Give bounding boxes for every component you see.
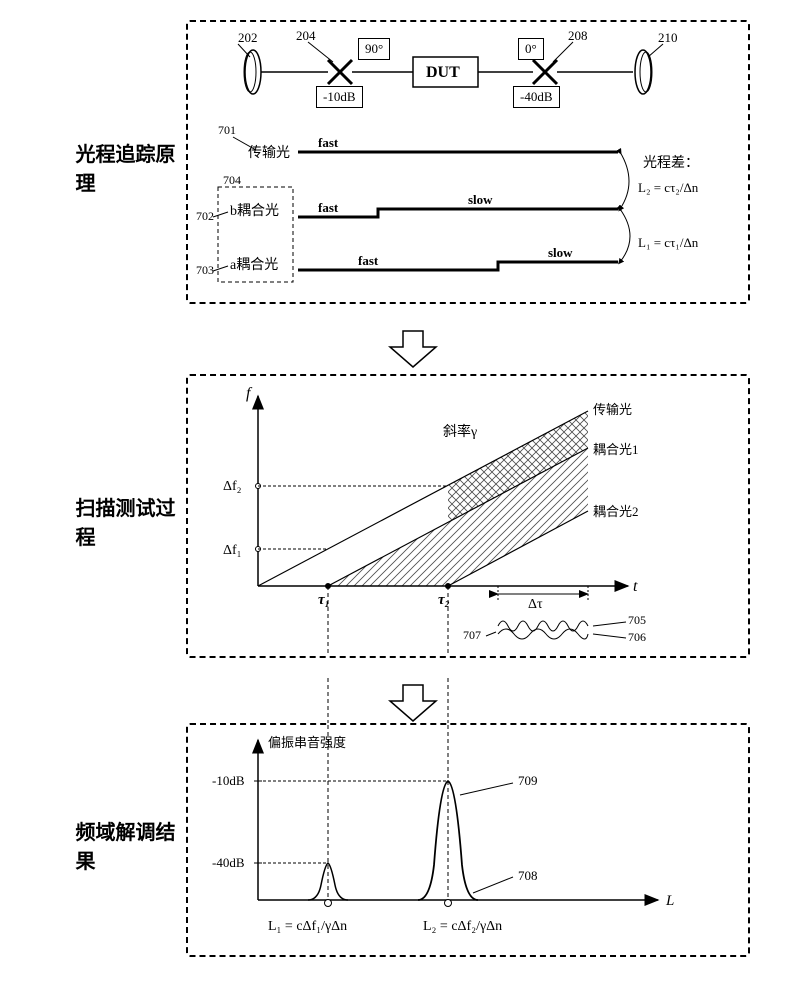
beat-inset [498,621,588,639]
angle-0-box: 0° [518,38,553,60]
inter-panel-gap [78,678,748,723]
p3-xlabel: L [665,893,674,909]
db-m40-box: -40dB [513,86,568,108]
ref-210: 210 [658,30,678,45]
dut-label: DUT [426,64,460,81]
db-m10: -10dB [316,86,363,108]
panel3: 偏振串音强度 L -10dB -40dB 709 708 [186,723,750,957]
ref-708: 708 [518,868,538,883]
panel3-svg: 偏振串音强度 L -10dB -40dB 709 708 [188,725,748,955]
panel2-svg: f t 传输光 耦合光1 耦合光2 斜率γ τ₁ [188,376,748,656]
dtau-label: Δτ [528,597,543,612]
p3-ylabel: 偏振串音强度 [268,735,346,750]
ref-704: 704 [223,173,241,187]
ref-703-line [213,266,228,271]
panel1-svg: 202 204 90° -10dB [188,22,748,302]
row2-line [298,209,618,217]
section1-label: 光程追踪原理 [76,20,186,314]
db-m10-box: -10dB [316,86,371,108]
ref-208-line [553,42,573,62]
ref-202: 202 [238,30,258,45]
angle-90-box: 90° [358,38,398,60]
df1-label: Δf₁ [223,543,242,558]
row2-label: b耦合光 [230,203,279,219]
coupler-208 [533,60,557,84]
row2-slow: slow [468,192,493,207]
angle-0: 0° [518,38,544,60]
lens-left [244,50,261,94]
ref-210-line [648,44,663,57]
ref-208: 208 [568,28,588,43]
p3-ytick-m40: -40dB [212,855,245,870]
ref-705-line [593,622,626,626]
row3-slow: slow [548,245,573,260]
opd-eq2: L₁ = cτ₁/Δn [638,235,699,250]
coupler-204 [328,60,352,84]
eq-L2: L₂ = cΔf₂/γΔn [423,919,502,934]
opd-curve-l2 [620,152,629,209]
panel1-row: 光程追踪原理 202 204 [76,20,750,314]
label-transmit: 传输光 [593,402,632,417]
section3-label: 频域解调结果 [76,723,186,967]
section2-label: 扫描测试过程 [76,374,186,668]
panel2: f t 传输光 耦合光1 耦合光2 斜率γ τ₁ [186,374,750,658]
y-axis-label: f [246,385,253,402]
row2-fast: fast [318,200,339,215]
row3-fast: fast [358,253,379,268]
eq-L1: L₁ = cΔf₁/γΔn [268,919,347,934]
panel3-row: 频域解调结果 偏振串音强度 L -10dB [76,723,750,967]
ref-701: 701 [218,123,236,137]
peak-large-base [444,900,451,907]
lens-right [635,50,652,94]
label-couple1: 耦合光1 [593,442,639,457]
ref-202-line [238,44,250,57]
opd-title: 光程差： [643,155,699,171]
ref-204: 204 [296,28,316,43]
arrow-down-1 [388,329,438,369]
ref-702-line [213,212,228,217]
row3-label: a耦合光 [230,257,278,273]
panel2-row: 扫描测试过程 f [76,374,750,668]
diagram-container: 光程追踪原理 202 204 [20,20,785,977]
ref-204-line [308,42,333,62]
ref-707-line [486,632,496,636]
ref-709-line [460,783,513,795]
slope-label: 斜率γ [443,423,477,440]
ref-706-line [593,634,626,638]
p3-ytick-m10: -10dB [212,773,245,788]
x-axis-label: t [633,578,638,595]
ref-705: 705 [628,613,646,627]
opd-eq1: L₂ = cτ₂/Δn [638,180,699,195]
peak-small-base [324,900,331,907]
ref-706: 706 [628,630,646,644]
row3-line [298,262,618,270]
angle-90: 90° [358,38,390,60]
ref-709: 709 [518,773,538,788]
ref-707: 707 [463,628,481,642]
label-couple2: 耦合光2 [593,504,639,519]
df2-label: Δf₂ [223,479,242,494]
panel1: 202 204 90° -10dB [186,20,750,304]
row1-fast: fast [318,135,339,150]
opd-curve-l1 [620,209,630,262]
db-m40: -40dB [513,86,560,108]
ref-703: 703 [196,263,214,277]
row1-label: 传输光 [248,145,290,161]
ref-702: 702 [196,209,214,223]
ref-708-line [473,877,513,893]
